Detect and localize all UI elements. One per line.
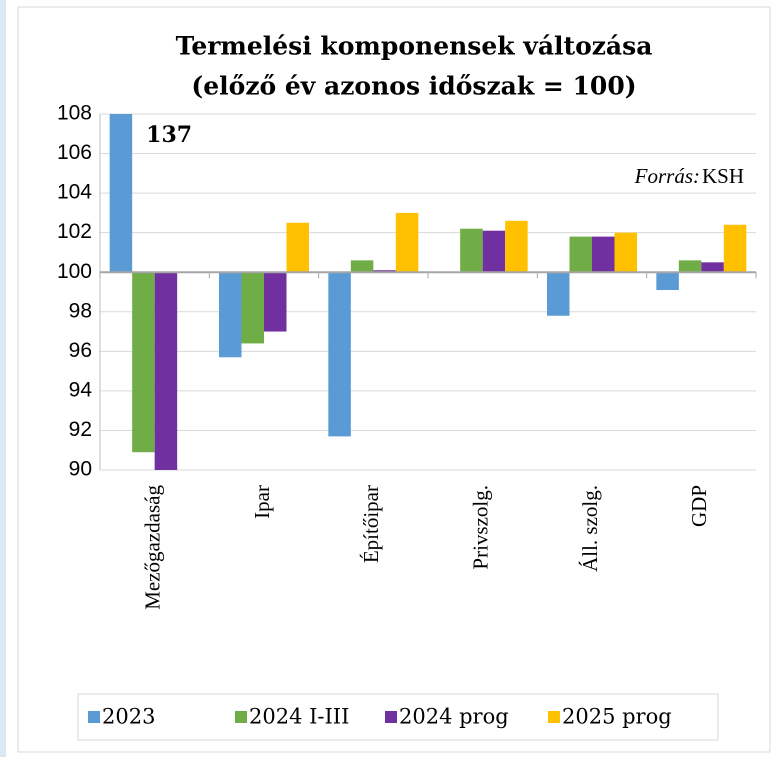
y-tick-label: 100 (57, 260, 92, 283)
data-label: 137 (146, 122, 192, 148)
legend-swatch (548, 711, 560, 723)
bar (395, 212, 419, 273)
legend-swatch (385, 711, 397, 723)
legend-label: 2024 I-III (249, 705, 349, 729)
bar (592, 236, 615, 273)
y-tick-label: 96 (69, 339, 92, 362)
bar (569, 236, 592, 273)
y-tick-label: 104 (57, 181, 92, 204)
bar (614, 232, 637, 273)
bar (656, 272, 679, 291)
y-tick-label: 98 (69, 299, 92, 322)
edge-stripe (0, 0, 6, 757)
bar (505, 220, 528, 273)
y-tick-label: 90 (69, 458, 92, 481)
bar (286, 222, 309, 273)
source: KSH (702, 164, 744, 188)
y-tick-label: 108 (57, 102, 92, 125)
source-label: Forrás: (634, 164, 700, 188)
bar (328, 272, 351, 437)
y-tick-label: 102 (57, 220, 92, 243)
bar (241, 272, 264, 344)
legend-label: 2024 prog (399, 705, 509, 729)
chart-title: (előző év azonos időszak = 100) (191, 72, 636, 101)
x-tick-label: Építőipar (359, 485, 383, 563)
chart-title: Termelési komponensek változása (176, 32, 653, 61)
bar (132, 272, 155, 453)
bar (547, 272, 570, 316)
x-tick-label: Privszolg. (468, 485, 492, 570)
bar (109, 114, 133, 273)
bar (678, 260, 702, 273)
plot-area (109, 114, 747, 470)
legend-swatch (88, 711, 100, 723)
x-tick-label: Áll. szolg. (578, 485, 602, 572)
bar (723, 224, 747, 273)
legend-label: 2025 prog (562, 705, 672, 729)
chart-frame (17, 6, 771, 753)
x-tick-label: Mezőgazdaság (140, 485, 164, 610)
legend-box (77, 693, 719, 741)
y-tick-label: 94 (69, 378, 93, 401)
legend-swatch (235, 711, 247, 723)
y-tick-label: 92 (69, 418, 92, 441)
x-tick-label: GDP (687, 485, 711, 527)
bar (482, 230, 506, 273)
bar (264, 272, 287, 332)
bar (701, 262, 724, 273)
bar (154, 272, 178, 470)
bar (350, 260, 374, 273)
legend-label: 2023 (102, 705, 155, 729)
y-tick-label: 106 (57, 141, 92, 164)
bar (219, 272, 242, 358)
bar (460, 228, 483, 273)
x-tick-label: Ipar (250, 485, 274, 519)
